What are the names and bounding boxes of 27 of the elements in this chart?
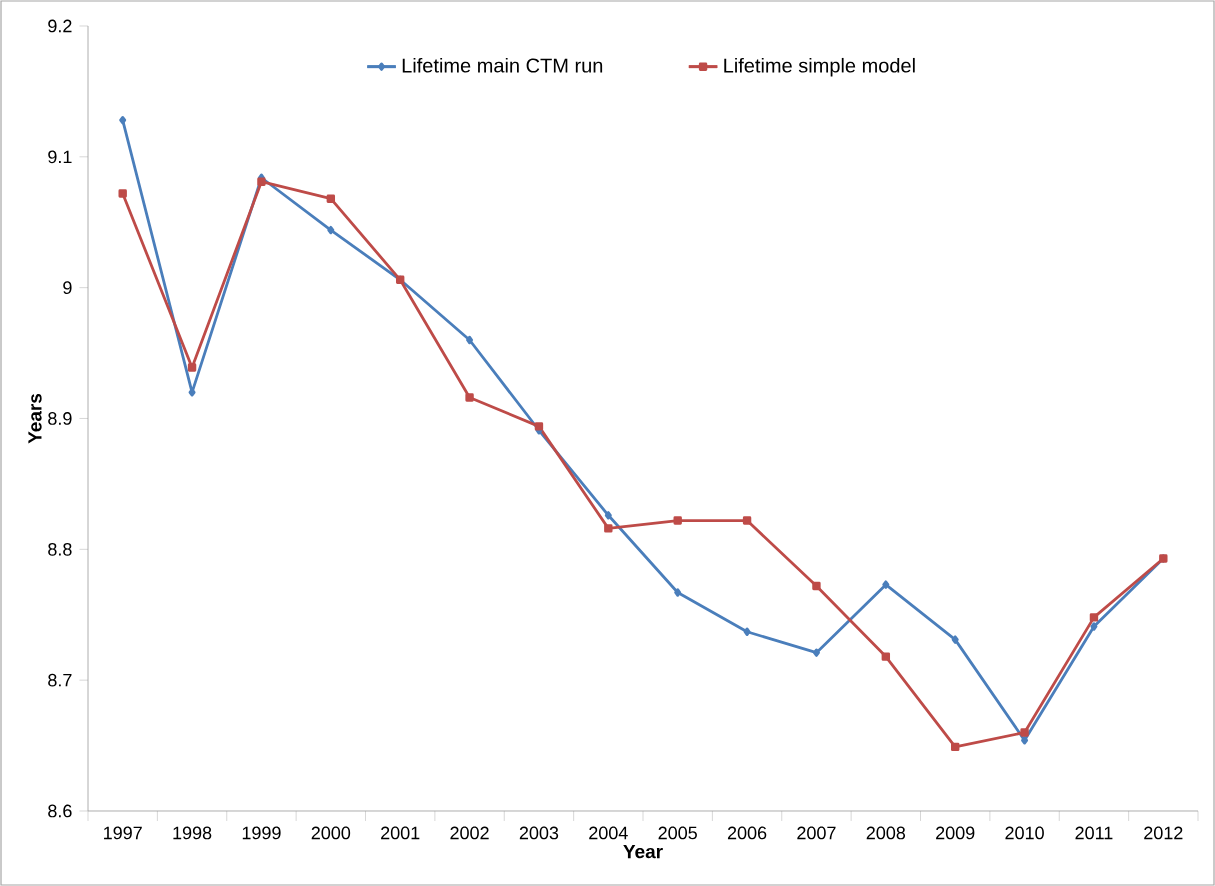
y-tick-label: 9.1 [48, 150, 72, 164]
y-tick-label: 8.7 [48, 673, 72, 687]
x-tick-label: 2010 [1005, 826, 1044, 840]
x-tick-label: 2004 [589, 826, 628, 840]
x-tick-label: 1997 [104, 826, 142, 840]
x-tick-label: 2006 [727, 826, 767, 840]
x-tick-label: 2011 [1075, 826, 1113, 840]
x-tick-label: 2012 [1144, 826, 1183, 840]
x-tick-label: 2007 [797, 826, 836, 840]
x-tick-label: 2009 [936, 826, 975, 840]
x-tick-label: 2001 [381, 826, 420, 840]
y-tick-label: 9 [63, 281, 72, 295]
x-tick-label: 2000 [311, 826, 351, 840]
x-tick-label: 2003 [519, 826, 559, 840]
legend-label: Lifetime main CTM run [402, 57, 603, 73]
x-axis-title: Year [623, 845, 663, 859]
y-tick-label: 8.8 [48, 542, 72, 556]
x-tick-label: 2002 [450, 826, 489, 840]
y-axis-title: Years [28, 393, 42, 444]
x-tick-label: 2005 [658, 826, 697, 840]
x-tick-label: 1999 [242, 826, 281, 840]
y-tick-label: 8.9 [48, 412, 72, 425]
legend-label: Lifetime simple model [724, 57, 915, 77]
x-tick-label: 1998 [173, 826, 212, 840]
y-tick-label: 9.2 [48, 19, 72, 33]
y-tick-label: 8.6 [48, 804, 72, 818]
x-tick-label: 2008 [866, 826, 906, 840]
